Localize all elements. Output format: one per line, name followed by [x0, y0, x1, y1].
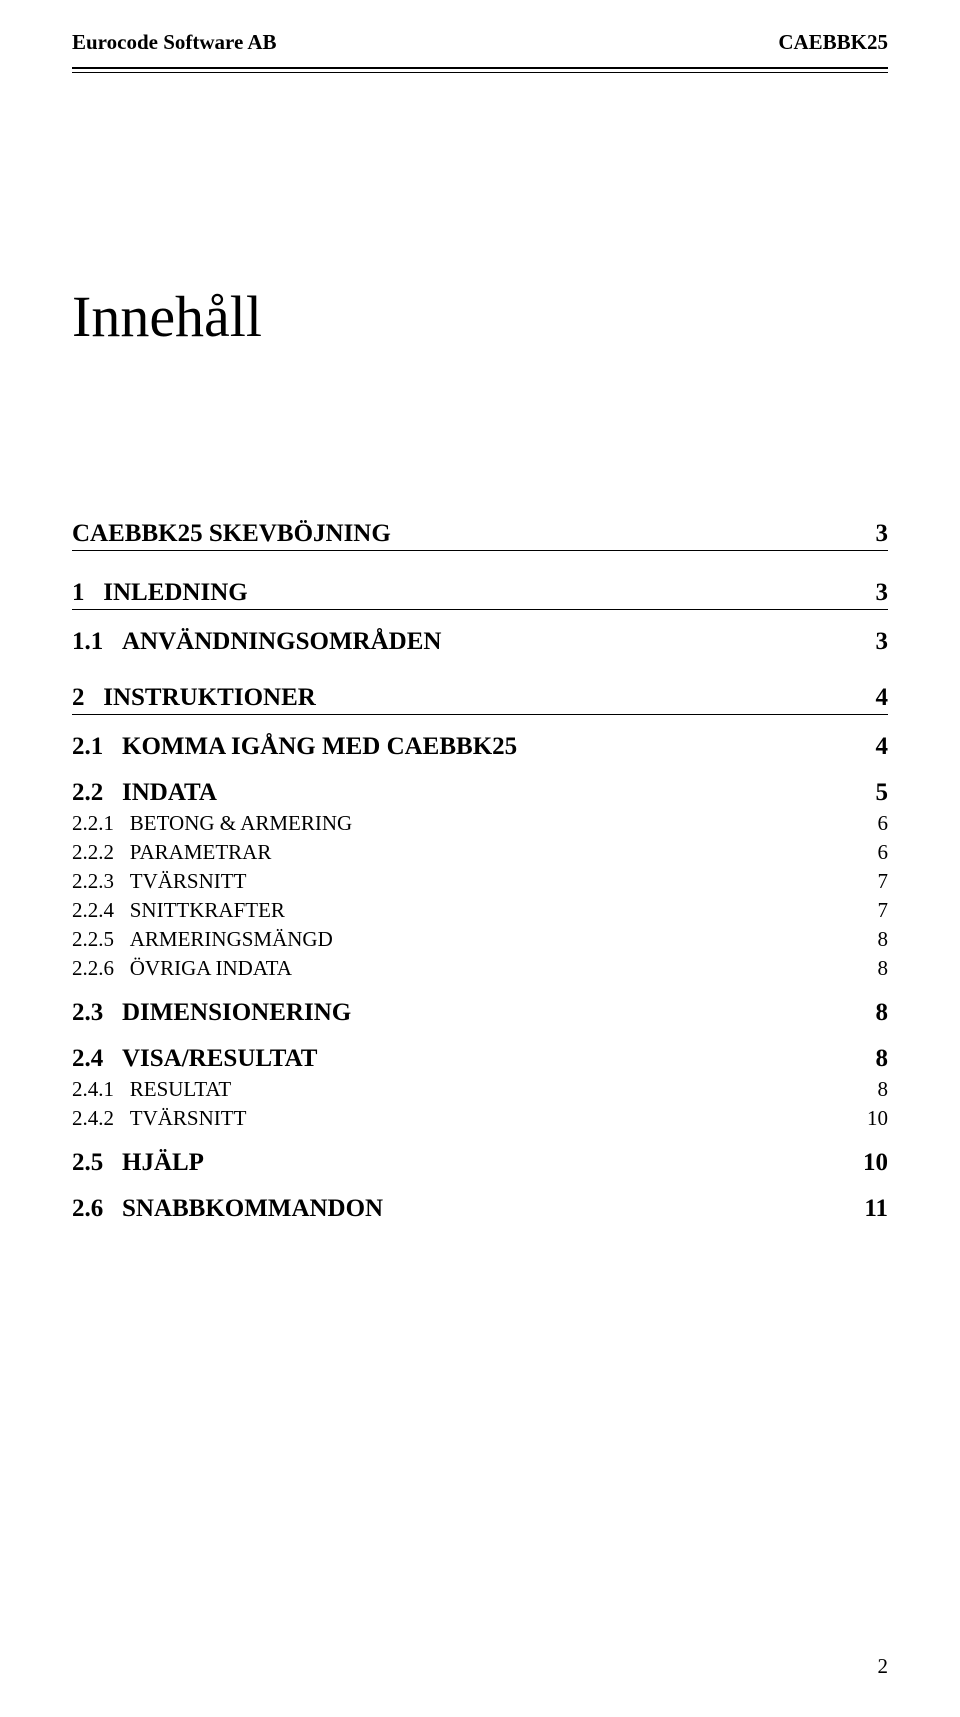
toc-entry-number: 2.2.3: [72, 869, 114, 893]
toc-entry-number: 1.1: [72, 628, 103, 655]
toc-entry-page: 7: [870, 869, 889, 894]
toc-entry-label: 2.5 HJÄLP: [72, 1149, 204, 1177]
toc-entry: 2.1 KOMMA IGÅNG MED CAEBBK25 4: [72, 733, 888, 761]
toc-entry-number: 2.2.4: [72, 898, 114, 922]
toc-entry-number: 2.1: [72, 733, 103, 760]
toc-entry: 2.2.3 TVÄRSNITT 7: [72, 869, 888, 894]
toc-entry-number: 2.3: [72, 999, 103, 1026]
toc-entry-number: 2.4.1: [72, 1077, 114, 1101]
page-container: Eurocode Software AB CAEBBK25 Innehåll C…: [0, 0, 960, 1717]
toc-entry-text: INLEDNING: [103, 579, 247, 606]
toc-entry-label: 2.2.2 PARAMETRAR: [72, 840, 271, 865]
toc-entry-text: SNITTKRAFTER: [130, 898, 285, 922]
toc-entry-text: DIMENSIONERING: [122, 999, 351, 1026]
toc-entry: 1 INLEDNING 3: [72, 579, 888, 610]
toc-entry-text: INSTRUKTIONER: [103, 684, 316, 711]
toc-entry-label: 2.2.5 ARMERINGSMÄNGD: [72, 927, 333, 952]
toc-entry: 2.2.6 ÖVRIGA INDATA 8: [72, 956, 888, 981]
toc-entry-page: 8: [870, 927, 889, 952]
toc-entry-label: 1.1 ANVÄNDNINGSOMRÅDEN: [72, 628, 441, 656]
page-title: Innehåll: [72, 283, 888, 350]
header-rule: [72, 67, 888, 73]
toc-entry-page: 11: [856, 1195, 888, 1223]
toc-entry-label: 2.6 SNABBKOMMANDON: [72, 1195, 383, 1223]
toc-entry-page: 4: [868, 684, 889, 712]
toc-entry-page: 10: [855, 1149, 888, 1177]
toc-entry-label: 1 INLEDNING: [72, 579, 248, 607]
toc-entry-page: 8: [870, 956, 889, 981]
toc-entry: 2.5 HJÄLP 10: [72, 1149, 888, 1177]
toc-entry-text: ÖVRIGA INDATA: [130, 956, 292, 980]
toc-entry-label: CAEBBK25 SKEVBÖJNING: [72, 520, 391, 548]
toc-entry-text: ARMERINGSMÄNGD: [130, 927, 333, 951]
page-header: Eurocode Software AB CAEBBK25: [72, 30, 888, 67]
table-of-contents: CAEBBK25 SKEVBÖJNING31 INLEDNING31.1 ANV…: [72, 520, 888, 1223]
toc-entry-text: TVÄRSNITT: [130, 869, 247, 893]
toc-entry-text: INDATA: [122, 779, 217, 806]
toc-entry-number: 2.4.2: [72, 1106, 114, 1130]
toc-entry-label: 2.4.2 TVÄRSNITT: [72, 1106, 246, 1131]
toc-entry-page: 8: [868, 1045, 889, 1073]
toc-entry-page: 8: [868, 999, 889, 1027]
toc-entry-text: BETONG & ARMERING: [130, 811, 352, 835]
toc-entry-page: 6: [870, 840, 889, 865]
toc-entry: 2.4 VISA/RESULTAT 8: [72, 1045, 888, 1073]
toc-entry-label: 2.4.1 RESULTAT: [72, 1077, 231, 1102]
toc-entry-text: SNABBKOMMANDON: [122, 1195, 383, 1222]
toc-entry-label: 2.2.4 SNITTKRAFTER: [72, 898, 285, 923]
header-right: CAEBBK25: [778, 30, 888, 55]
toc-entry: 2.4.1 RESULTAT 8: [72, 1077, 888, 1102]
toc-entry-page: 6: [870, 811, 889, 836]
toc-entry-label: 2.2.3 TVÄRSNITT: [72, 869, 246, 894]
toc-entry-label: 2.1 KOMMA IGÅNG MED CAEBBK25: [72, 733, 517, 761]
toc-entry-page: 10: [859, 1106, 888, 1131]
toc-entry: 2.2.4 SNITTKRAFTER 7: [72, 898, 888, 923]
toc-entry-number: 2.6: [72, 1195, 103, 1222]
toc-entry-page: 3: [868, 520, 889, 548]
toc-entry: 2.2.5 ARMERINGSMÄNGD 8: [72, 927, 888, 952]
toc-entry-page: 8: [870, 1077, 889, 1102]
toc-entry-label: 2.2 INDATA: [72, 779, 217, 807]
toc-entry-label: 2.4 VISA/RESULTAT: [72, 1045, 317, 1073]
toc-entry: 2.4.2 TVÄRSNITT 10: [72, 1106, 888, 1131]
toc-entry-page: 3: [868, 579, 889, 607]
toc-entry-text: TVÄRSNITT: [130, 1106, 247, 1130]
toc-entry-number: 2.4: [72, 1045, 103, 1072]
toc-entry-text: PARAMETRAR: [130, 840, 272, 864]
header-left: Eurocode Software AB: [72, 30, 277, 55]
toc-entry-text: ANVÄNDNINGSOMRÅDEN: [122, 628, 441, 655]
toc-entry-page: 7: [870, 898, 889, 923]
toc-entry-text: CAEBBK25 SKEVBÖJNING: [72, 520, 391, 547]
toc-entry: 1.1 ANVÄNDNINGSOMRÅDEN 3: [72, 628, 888, 656]
toc-entry-page: 3: [868, 628, 889, 656]
toc-entry-label: 2.2.1 BETONG & ARMERING: [72, 811, 352, 836]
toc-entry: 2.6 SNABBKOMMANDON 11: [72, 1195, 888, 1223]
toc-entry-label: 2.3 DIMENSIONERING: [72, 999, 351, 1027]
toc-entry: CAEBBK25 SKEVBÖJNING 3: [72, 520, 888, 551]
toc-entry-number: 2.2.2: [72, 840, 114, 864]
toc-entry-page: 4: [868, 733, 889, 761]
toc-entry: 2.2.1 BETONG & ARMERING 6: [72, 811, 888, 836]
toc-entry: 2.2.2 PARAMETRAR 6: [72, 840, 888, 865]
toc-entry-number: 2.2: [72, 779, 103, 806]
toc-entry: 2.2 INDATA 5: [72, 779, 888, 807]
toc-entry-text: VISA/RESULTAT: [122, 1045, 317, 1072]
toc-entry-text: HJÄLP: [122, 1149, 204, 1176]
toc-entry-number: 2: [72, 684, 85, 711]
toc-entry-number: 2.2.5: [72, 927, 114, 951]
toc-entry-number: 2.2.6: [72, 956, 114, 980]
toc-entry-label: 2.2.6 ÖVRIGA INDATA: [72, 956, 292, 981]
toc-entry-number: 1: [72, 579, 85, 606]
toc-entry-page: 5: [868, 779, 889, 807]
page-number: 2: [878, 1654, 889, 1679]
toc-entry: 2 INSTRUKTIONER 4: [72, 684, 888, 715]
toc-entry: 2.3 DIMENSIONERING 8: [72, 999, 888, 1027]
toc-entry-text: RESULTAT: [130, 1077, 231, 1101]
toc-entry-number: 2.2.1: [72, 811, 114, 835]
toc-entry-text: KOMMA IGÅNG MED CAEBBK25: [122, 733, 517, 760]
toc-entry-number: 2.5: [72, 1149, 103, 1176]
toc-entry-label: 2 INSTRUKTIONER: [72, 684, 316, 712]
